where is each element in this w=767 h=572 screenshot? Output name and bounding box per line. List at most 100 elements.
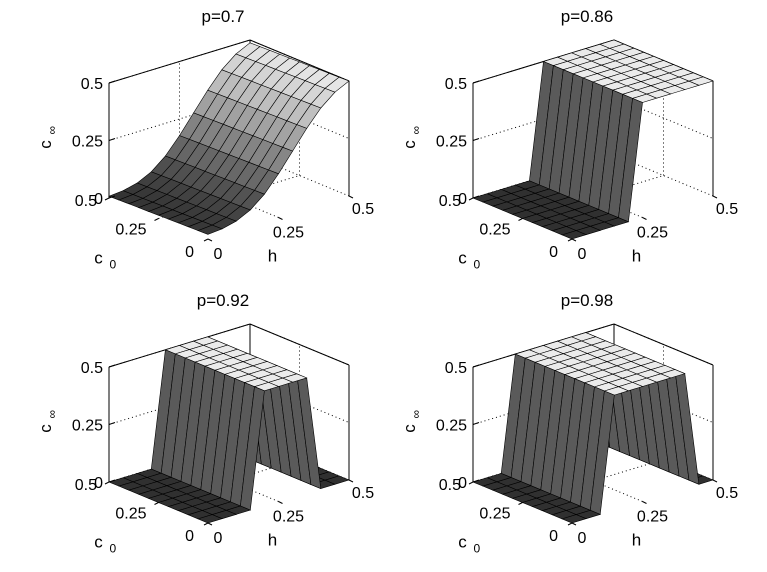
c0-tick-label: 0 xyxy=(185,528,194,545)
z-tick-label: 0.5 xyxy=(81,76,103,93)
h-tick-mark xyxy=(642,217,647,220)
h-tick-mark xyxy=(348,195,354,199)
c0-axis-label: c xyxy=(458,533,467,552)
z-tick-mark xyxy=(108,479,116,483)
h-tick-mark xyxy=(571,522,577,526)
h-tick-mark xyxy=(207,522,213,526)
h-axis-label: h xyxy=(268,531,277,550)
h-tick-label: 0.5 xyxy=(716,485,738,502)
z-ticks: 0 0.25 0.5 xyxy=(72,76,116,208)
c0-tick-mark xyxy=(203,522,209,526)
h-tick-mark xyxy=(348,479,354,483)
c0-axis-label-subscript: 0 xyxy=(110,258,117,272)
c0-tick-label: 0.25 xyxy=(479,506,510,523)
c0-tick-mark xyxy=(567,238,573,242)
h-ticks: 0 0.25 0.5 xyxy=(207,479,374,547)
z-axis-label-subscript: ∞ xyxy=(45,410,59,419)
z-tick-mark xyxy=(472,138,480,141)
c0-tick-mark xyxy=(154,218,159,221)
h-tick-mark xyxy=(571,238,577,242)
z-axis-label: c∞ xyxy=(400,126,423,149)
h-tick-label: 0.25 xyxy=(273,509,304,526)
c0-ticks: 0 0.25 0.5 xyxy=(439,477,573,545)
h-tick-mark xyxy=(278,217,283,220)
z-axis-label: c∞ xyxy=(36,410,59,433)
z-tick-mark xyxy=(472,195,480,199)
z-tick-mark xyxy=(108,80,116,84)
c0-tick-label: 0 xyxy=(549,528,558,545)
c0-tick-label: 0 xyxy=(549,244,558,261)
c0-axis-label-subscript: 0 xyxy=(110,542,117,556)
z-tick-mark xyxy=(472,422,480,425)
z-tick-mark xyxy=(108,422,116,425)
h-tick-mark xyxy=(207,238,213,242)
z-axis-label-subscript: ∞ xyxy=(45,126,59,135)
h-tick-label: 0 xyxy=(214,246,223,263)
z-tick-mark xyxy=(108,195,116,199)
h-axis-label: h xyxy=(632,531,641,550)
z-tick-mark xyxy=(108,364,116,368)
chart-title: p=0.98 xyxy=(561,291,613,310)
c0-tick-mark xyxy=(567,522,573,526)
h-axis-label: h xyxy=(268,247,277,266)
panel-1: p=0.700.250.5c∞00.250.5c 000.250.5h xyxy=(36,7,374,272)
z-tick-label: 0 xyxy=(94,475,103,492)
h-tick-label: 0 xyxy=(578,246,587,263)
surface-patch xyxy=(561,514,587,524)
h-ticks: 0 0.25 0.5 xyxy=(571,479,738,547)
chart-title: p=0.86 xyxy=(561,7,613,26)
h-tick-mark xyxy=(712,479,718,483)
z-tick-label: 0.5 xyxy=(445,76,467,93)
c0-tick-mark xyxy=(468,481,474,485)
c0-axis-label: c xyxy=(94,249,103,268)
z-axis-label: c∞ xyxy=(400,410,423,433)
c0-tick-label: 0.25 xyxy=(115,222,146,239)
c0-tick-label: 0.5 xyxy=(75,477,97,494)
c0-tick-label: 0.5 xyxy=(439,193,461,210)
h-ticks: 0 0.25 0.5 xyxy=(571,195,738,263)
h-tick-mark xyxy=(278,501,283,504)
h-tick-label: 0.25 xyxy=(637,225,668,242)
surface-patch xyxy=(561,230,587,240)
surface-patch xyxy=(197,224,223,235)
z-tick-label: 0.5 xyxy=(445,360,467,377)
h-tick-label: 0.25 xyxy=(637,509,668,526)
surface xyxy=(108,42,350,235)
h-tick-label: 0.5 xyxy=(716,201,738,218)
h-tick-label: 0.25 xyxy=(273,225,304,242)
c0-tick-label: 0.25 xyxy=(115,506,146,523)
h-tick-mark xyxy=(712,195,718,199)
z-tick-mark xyxy=(108,138,116,141)
c0-tick-label: 0.5 xyxy=(75,193,97,210)
h-tick-label: 0.5 xyxy=(352,485,374,502)
z-ticks: 0 0.25 0.5 xyxy=(436,360,480,492)
c0-tick-label: 0.5 xyxy=(439,477,461,494)
c0-tick-mark xyxy=(154,502,159,505)
c0-tick-mark xyxy=(468,197,474,201)
c0-ticks: 0 0.25 0.5 xyxy=(75,193,209,261)
h-axis-label: h xyxy=(632,247,641,266)
h-tick-mark xyxy=(642,501,647,504)
z-tick-mark xyxy=(472,479,480,483)
c0-axis-label: c xyxy=(94,533,103,552)
c0-tick-mark xyxy=(518,502,523,505)
z-axis-label-text: c xyxy=(400,140,419,149)
chart-title: p=0.92 xyxy=(197,291,249,310)
z-ticks: 0 0.25 0.5 xyxy=(72,360,116,492)
surface xyxy=(472,39,714,240)
z-axis-label-text: c xyxy=(36,424,55,433)
z-tick-label: 0.5 xyxy=(81,360,103,377)
surface xyxy=(472,332,714,524)
chart-title: p=0.7 xyxy=(201,7,244,26)
c0-tick-mark xyxy=(104,197,110,201)
z-axis-label-subscript: ∞ xyxy=(409,410,423,419)
h-ticks: 0 0.25 0.5 xyxy=(207,195,374,263)
c0-axis-label-subscript: 0 xyxy=(474,258,481,272)
c0-tick-mark xyxy=(518,218,523,221)
z-axis-label-subscript: ∞ xyxy=(409,126,423,135)
z-tick-label: 0.25 xyxy=(72,134,103,151)
